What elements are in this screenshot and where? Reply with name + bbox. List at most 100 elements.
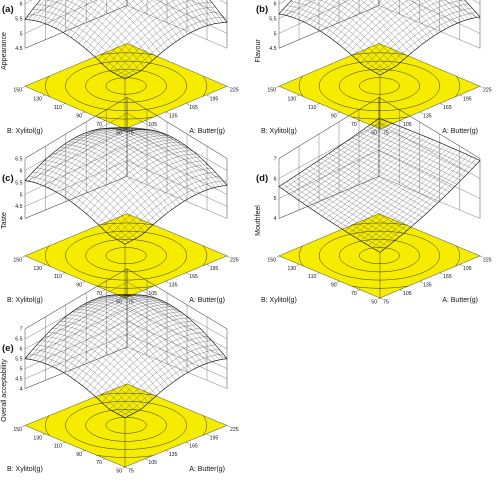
surface-mesh-line bbox=[286, 0, 302, 16]
y-tick-mark bbox=[336, 111, 340, 114]
y-tick-mark bbox=[357, 289, 360, 292]
x-tick-mark bbox=[226, 255, 230, 258]
z-tick-label: 5.5 bbox=[269, 16, 276, 22]
x-tick-mark bbox=[439, 103, 443, 106]
contour-plane bbox=[24, 213, 228, 299]
chart-panel-a: 4.555.566.575105135165195225507090110130… bbox=[1, 0, 239, 137]
wall-grid-line bbox=[278, 149, 481, 199]
surface-mesh-line bbox=[94, 153, 197, 221]
z-tick-label: 6 bbox=[20, 2, 23, 8]
y-tick-mark bbox=[102, 120, 106, 123]
z-tick-label: 4 bbox=[274, 216, 277, 222]
y-tick-label: 70 bbox=[96, 460, 102, 466]
contour-line bbox=[318, 60, 440, 112]
y-tick-mark bbox=[316, 103, 320, 106]
surface-mesh-line bbox=[59, 132, 162, 195]
contour-line bbox=[105, 77, 147, 95]
y-tick-label: 130 bbox=[288, 96, 297, 102]
surface-mesh-line bbox=[86, 0, 135, 50]
surface-mesh-line bbox=[51, 0, 74, 27]
surface-mesh-line bbox=[44, 0, 64, 24]
x-tick-mark bbox=[206, 94, 210, 97]
surface-mesh-line bbox=[125, 0, 169, 48]
x-tick-label: 135 bbox=[169, 113, 178, 119]
y-tick-mark bbox=[22, 255, 26, 258]
surface-outline bbox=[24, 294, 228, 419]
surface-mesh-line bbox=[126, 294, 228, 359]
surface-mesh-line bbox=[103, 296, 204, 365]
chart-panel-c: 4 4.5 5 5.5 6 6.5 75 105 135 165 195 225 50 70 90 110 13… bbox=[1, 96, 239, 306]
surface-mesh-line bbox=[91, 130, 192, 197]
y-tick-label: 130 bbox=[33, 266, 42, 272]
surface-mesh-line bbox=[123, 128, 224, 186]
y-tick-label: 110 bbox=[54, 274, 62, 280]
surface-mesh-line bbox=[47, 128, 151, 188]
surface-mesh-line bbox=[329, 138, 430, 222]
surface-mesh-line bbox=[313, 0, 341, 28]
surface-mesh-line bbox=[371, 123, 473, 169]
x-tick-label: 165 bbox=[189, 105, 198, 111]
wall-grid-line bbox=[278, 0, 481, 19]
y-tick-mark bbox=[102, 289, 106, 292]
response-surface bbox=[278, 118, 481, 253]
surface-mesh-line bbox=[201, 0, 220, 24]
surface-mesh-line bbox=[132, 0, 173, 45]
x-tick-mark bbox=[419, 111, 423, 114]
surface-outline bbox=[278, 0, 481, 76]
y-tick-label: 90 bbox=[76, 283, 82, 289]
wall-grid-line bbox=[278, 0, 481, 34]
z-tick-label: 4.5 bbox=[15, 46, 22, 52]
x-tick-label: 225 bbox=[483, 257, 492, 263]
surface-mesh-line bbox=[405, 0, 438, 34]
x-tick-mark bbox=[479, 255, 483, 258]
surface-mesh-line bbox=[411, 0, 442, 32]
surface-mesh-line bbox=[90, 321, 193, 393]
surface-mesh-line bbox=[286, 121, 387, 193]
y-tick-mark bbox=[357, 120, 360, 123]
y-tick-mark bbox=[316, 272, 320, 275]
surface-mesh-line bbox=[176, 0, 200, 29]
y-tick-label: 150 bbox=[13, 88, 22, 94]
x-tick-mark bbox=[145, 120, 149, 123]
contour-line bbox=[85, 409, 167, 442]
y-tick-mark bbox=[336, 280, 340, 283]
x-tick-label: 105 bbox=[148, 291, 157, 297]
surface-outline bbox=[24, 127, 228, 245]
wall-grid-line bbox=[24, 0, 228, 19]
x-tick-mark bbox=[165, 111, 169, 114]
y-tick-label: 130 bbox=[33, 96, 42, 102]
z-tick-label: 4 bbox=[20, 216, 23, 222]
x-tick-mark bbox=[145, 458, 149, 461]
surface-mesh-line bbox=[63, 133, 166, 197]
surface-mesh-line bbox=[24, 128, 128, 181]
surface-mesh-line bbox=[139, 0, 177, 42]
z-tick-label: 5.5 bbox=[15, 357, 22, 363]
z-tick-label: 6 bbox=[274, 176, 277, 182]
surface-mesh-line bbox=[302, 127, 403, 203]
z-tick-label: 5.5 bbox=[15, 16, 22, 22]
surface-outline bbox=[24, 0, 228, 80]
z-tick-label: 6 bbox=[20, 168, 23, 174]
surface-mesh-line bbox=[325, 136, 426, 219]
contour-plane bbox=[24, 43, 228, 130]
surface-mesh-line bbox=[44, 127, 147, 187]
contour-plane bbox=[24, 383, 228, 468]
surface-mesh-line bbox=[71, 0, 105, 38]
panel-title: (d) bbox=[256, 173, 268, 184]
y-tick-label: 90 bbox=[76, 452, 82, 458]
surface-mesh-line bbox=[95, 298, 196, 369]
contour-line bbox=[298, 222, 461, 289]
surface-mesh-line bbox=[44, 295, 147, 364]
x-tick-mark bbox=[379, 297, 383, 300]
y-tick-label: 150 bbox=[13, 427, 22, 433]
surface-mesh-line bbox=[340, 145, 442, 200]
surface-mesh-line bbox=[348, 139, 450, 193]
surface-mesh-line bbox=[329, 0, 368, 38]
x-axis-label: A: Butter(g) bbox=[189, 128, 225, 135]
contour-lines bbox=[298, 52, 461, 120]
y-tick-label: 50 bbox=[371, 131, 377, 137]
panel-title: (e) bbox=[2, 343, 14, 354]
wall-grid-line bbox=[24, 346, 228, 389]
y-tick-mark bbox=[102, 458, 106, 461]
